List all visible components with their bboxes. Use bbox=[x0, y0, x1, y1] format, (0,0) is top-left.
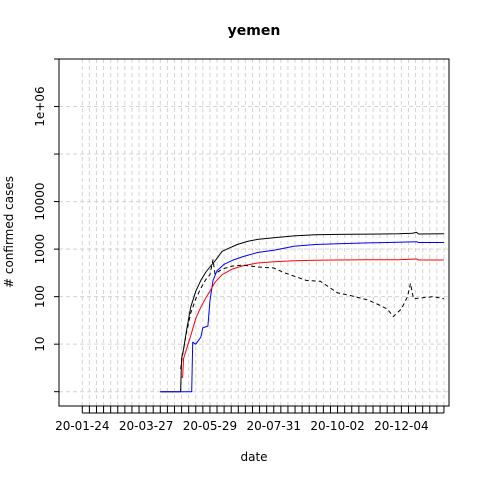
x-axis-label: date bbox=[240, 450, 267, 464]
axis-layer: 20-01-24 20-03-27 20-05-29 20-07-31 20-10-02… bbox=[33, 58, 445, 433]
series-line-1 bbox=[160, 231, 444, 393]
chart-title: yemen bbox=[228, 23, 281, 39]
y-tick-label: 100 bbox=[33, 285, 47, 308]
grid-layer bbox=[59, 58, 449, 406]
x-tick-label: 20-03-27 bbox=[119, 419, 173, 433]
x-tick-label: 20-07-31 bbox=[247, 419, 301, 433]
series-line-4 bbox=[180, 259, 445, 370]
x-tick-label: 20-01-24 bbox=[55, 419, 109, 433]
x-tick-label: 20-12-04 bbox=[374, 419, 428, 433]
y-tick-label: 1e+06 bbox=[33, 86, 47, 126]
x-tick-label: 20-05-29 bbox=[183, 419, 237, 433]
plot-frame bbox=[58, 58, 450, 407]
series-line-3 bbox=[181, 258, 444, 378]
series-line-2 bbox=[160, 241, 444, 393]
y-axis-label: # confirmed cases bbox=[2, 176, 16, 288]
y-tick-label: 10 bbox=[33, 337, 47, 352]
series-layer bbox=[160, 231, 445, 393]
y-tick-label: 1000 bbox=[33, 234, 47, 265]
y-tick-label: 10000 bbox=[33, 182, 47, 220]
x-tick-label: 20-10-02 bbox=[310, 419, 364, 433]
